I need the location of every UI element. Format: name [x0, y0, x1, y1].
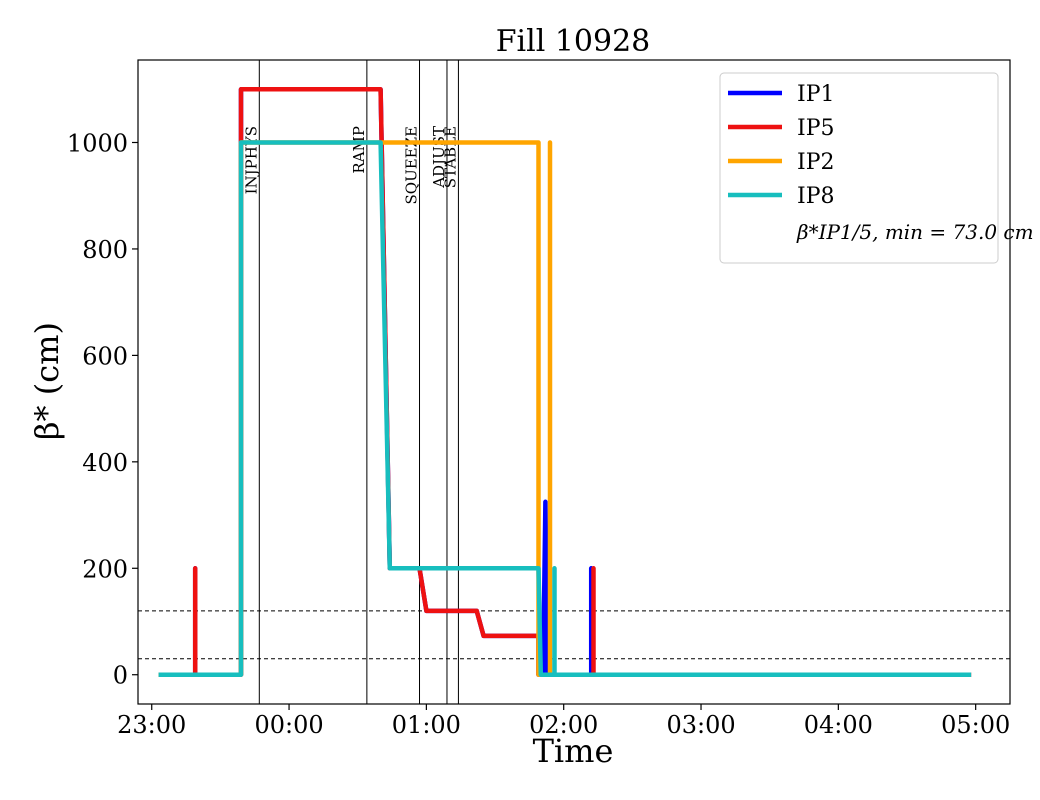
series-group	[158, 87, 972, 677]
chart-title: Fill 10928	[496, 24, 651, 59]
y-axis-label: β* (cm)	[28, 322, 66, 440]
x-tick-label: 03:00	[666, 711, 735, 739]
x-tick-label: 05:00	[941, 711, 1010, 739]
legend: IP1 IP5 IP2 IP8 β*IP1/5, min = 73.0 cm	[719, 72, 1034, 264]
legend-label: IP5	[797, 116, 835, 141]
y-tick-label: 400	[82, 449, 128, 477]
plot-frame	[137, 59, 1011, 705]
phase-marker-label: SQUEEZE	[403, 126, 421, 205]
legend-label: IP2	[797, 150, 835, 175]
phase-marker-label: INJPHYS	[242, 126, 260, 194]
x-tick-label: 00:00	[254, 711, 323, 739]
series-line	[158, 87, 972, 677]
y-tick-label: 200	[82, 555, 128, 583]
legend-box	[719, 72, 999, 264]
y-tick-label: 0	[113, 662, 128, 690]
y-tick-label: 600	[82, 342, 128, 370]
y-tick-label: 1000	[67, 129, 128, 157]
y-tick-label: 800	[82, 236, 128, 264]
legend-note: β*IP1/5, min = 73.0 cm	[796, 220, 1034, 244]
series-line	[158, 140, 972, 677]
phase-marker-label: RAMP	[350, 126, 368, 174]
x-axis-label: Time	[533, 732, 614, 770]
x-tick-label: 04:00	[804, 711, 873, 739]
x-tick-label: 23:00	[117, 711, 186, 739]
legend-label: IP8	[797, 184, 835, 209]
legend-label: IP1	[797, 82, 835, 107]
x-tick-label: 02:00	[529, 711, 598, 739]
x-tick-label: 01:00	[392, 711, 461, 739]
phase-marker-label: STABLE	[441, 126, 459, 188]
